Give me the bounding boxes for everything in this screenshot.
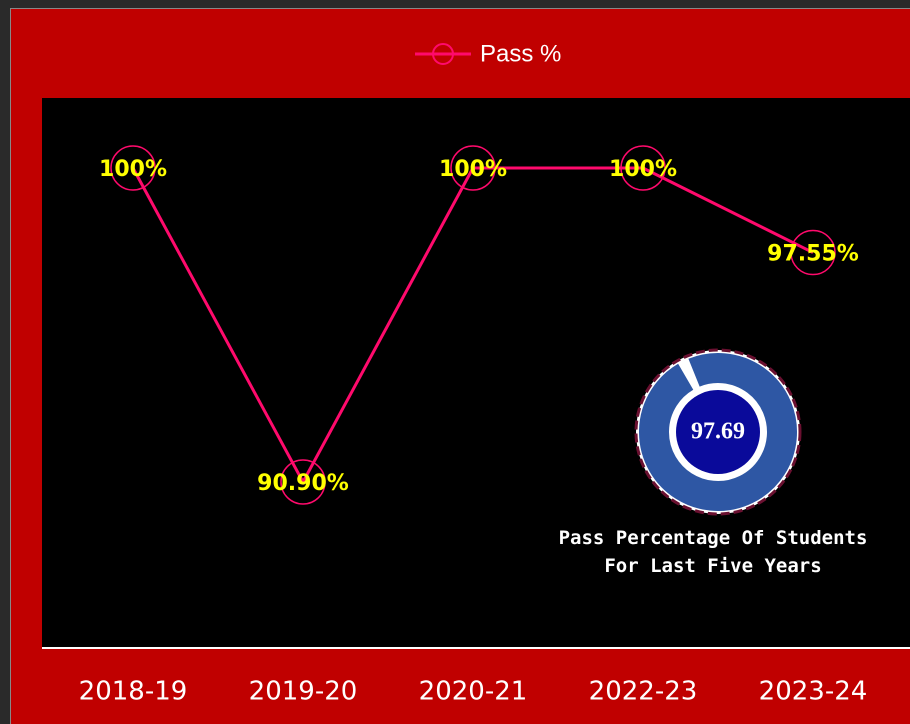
x-tick-label: 2020-21	[419, 677, 528, 707]
chart: Pass % 2018-19 2019-20 2020-21 2022-23 2023-2…	[0, 0, 910, 724]
legend-label: Pass %	[480, 40, 561, 67]
data-label: 97.55%	[767, 242, 859, 267]
data-label: 100%	[99, 157, 167, 182]
gauge-value: 97.69	[691, 419, 745, 445]
data-label: 100%	[439, 157, 507, 182]
x-tick-label: 2023-24	[759, 677, 868, 707]
gauge-caption: Pass Percentage Of Students For Last Fiv…	[548, 524, 878, 580]
data-label: 90.90%	[257, 471, 349, 496]
x-tick-label: 2018-19	[79, 677, 188, 707]
x-tick-label: 2019-20	[249, 677, 358, 707]
page: Pass % 2018-19 2019-20 2020-21 2022-23 2023-2…	[0, 0, 910, 724]
data-label: 100%	[609, 157, 677, 182]
x-tick-label: 2022-23	[589, 677, 698, 707]
